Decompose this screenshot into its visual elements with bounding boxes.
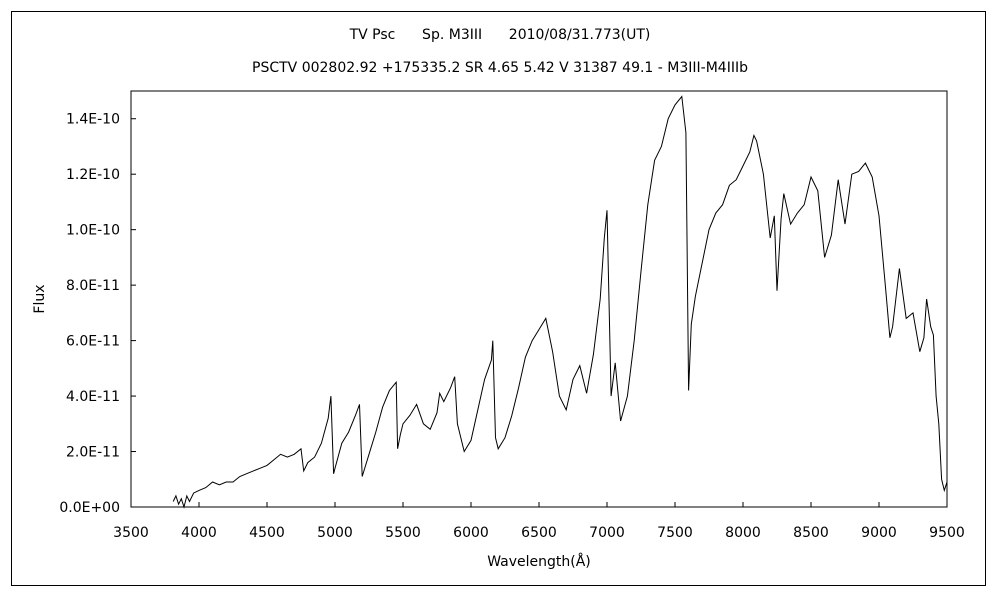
x-tick-label: 8000 — [725, 525, 761, 541]
y-tick-label: 2.0E-11 — [66, 445, 120, 461]
x-tick-label: 4000 — [181, 525, 217, 541]
y-axis-label: Flux — [32, 284, 48, 313]
x-tick-label: 5500 — [385, 525, 421, 541]
y-tick-label: 1.0E-10 — [66, 223, 120, 239]
y-tick-label: 6.0E-11 — [66, 334, 120, 350]
y-axis: 0.0E+00 2.0E-11 4.0E-11 6.0E-11 8.0E-11 1.0E-… — [59, 112, 136, 516]
y-tick-label: 8.0E-11 — [66, 278, 120, 294]
x-tick-label: 3500 — [113, 525, 149, 541]
x-axis: 3500 4000 4500 5000 5500 6000 6500 7000 7500 8000… — [113, 502, 965, 541]
plot-area — [130, 90, 948, 508]
x-tick-label: 4500 — [249, 525, 285, 541]
x-tick-label: 9500 — [929, 525, 965, 541]
chart-frame — [11, 11, 986, 586]
chart-title: TV Psc Sp. M3III 2010/08/31.773(UT) — [349, 27, 651, 43]
series-line — [172, 95, 948, 509]
x-axis-label: Wavelength(Å) — [487, 553, 591, 570]
y-tick-label: 1.2E-10 — [66, 167, 120, 183]
x-tick-label: 5000 — [317, 525, 353, 541]
chart-subtitle: PSCTV 002802.92 +175335.2 SR 4.65 5.42 V… — [252, 60, 748, 76]
x-tick-label: 9000 — [861, 525, 897, 541]
x-tick-label: 6000 — [453, 525, 489, 541]
y-tick-label: 4.0E-11 — [66, 389, 120, 405]
x-tick-label: 8500 — [793, 525, 829, 541]
x-tick-label: 7500 — [657, 525, 693, 541]
y-tick-label: 1.4E-10 — [66, 112, 120, 128]
y-tick-label: 0.0E+00 — [59, 500, 120, 516]
x-tick-label: 6500 — [521, 525, 557, 541]
x-tick-label: 7000 — [589, 525, 625, 541]
